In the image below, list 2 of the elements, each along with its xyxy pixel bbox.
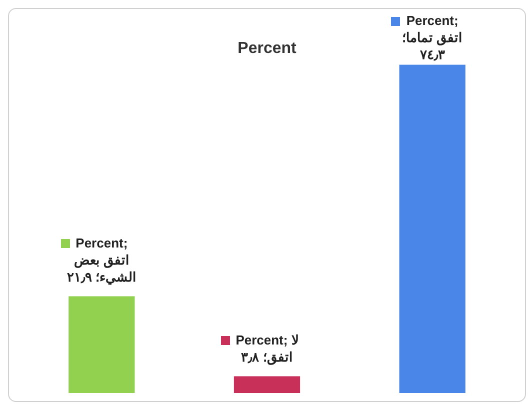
chart-title: Percent [238,40,298,58]
data-label: Percent; لا اتفق؛ ٣٫٨ [236,332,298,366]
